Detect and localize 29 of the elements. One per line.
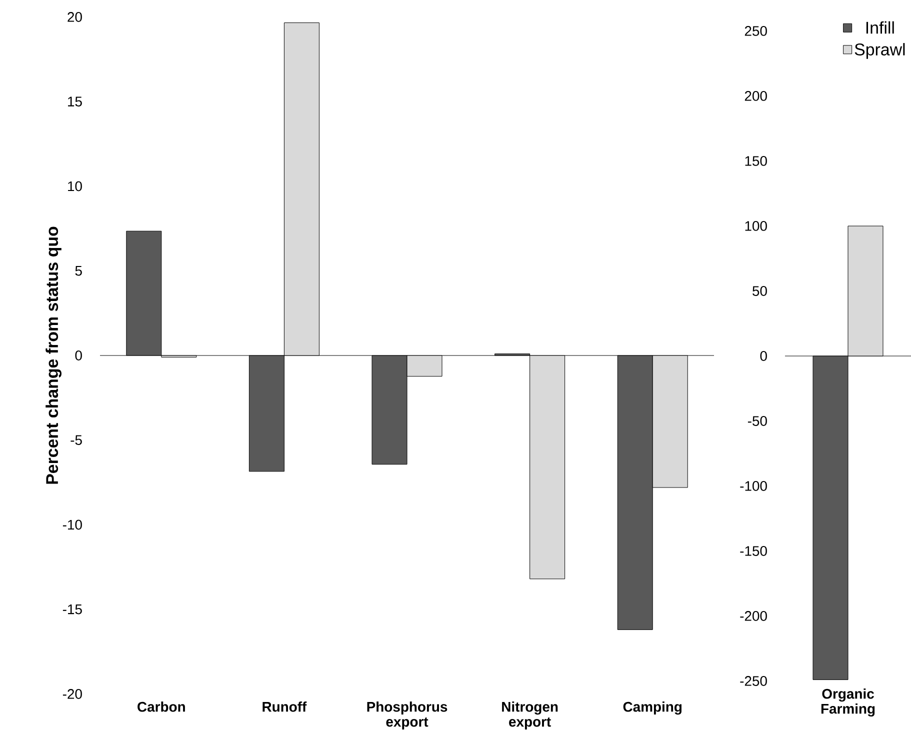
x-tick-label: Organic Farming <box>821 688 875 717</box>
y-tick-label: 250 <box>744 26 767 36</box>
y-tick-label: 100 <box>745 221 767 231</box>
y-tick-label: -50 <box>748 416 767 426</box>
y-tick-label: 0 <box>760 351 767 361</box>
y-tick-label: -20 <box>62 689 82 699</box>
y-tick-label: -200 <box>740 611 767 621</box>
y-tick-label: -15 <box>62 604 82 614</box>
x-tick-label: Carbon <box>138 702 185 712</box>
y-tick-label: 5 <box>75 266 82 276</box>
legend-label: Infill <box>866 21 894 34</box>
y-tick-label: -250 <box>740 676 767 686</box>
y-tick-label: 50 <box>752 286 767 296</box>
x-tick-label: Phosphorus export <box>367 702 448 730</box>
legend-label: Sprawl <box>854 43 905 59</box>
x-tick-label: Camping <box>623 702 682 715</box>
y-tick-label: 200 <box>744 91 767 101</box>
y-tick-label: 20 <box>68 12 82 22</box>
y-tick-label: -150 <box>740 546 767 556</box>
y-tick-label: 15 <box>68 96 82 106</box>
y-axis-title: Percent change from status quo <box>46 226 62 484</box>
x-tick-label: Nitrogen export <box>502 702 558 730</box>
y-tick-label: -5 <box>70 435 82 445</box>
y-tick-label: 150 <box>745 156 767 166</box>
y-tick-label: -100 <box>740 481 767 491</box>
y-tick-label: -10 <box>62 520 82 530</box>
x-tick-label: Runoff <box>262 702 307 712</box>
y-tick-label: 10 <box>68 181 82 192</box>
y-tick-label: 0 <box>75 350 82 360</box>
